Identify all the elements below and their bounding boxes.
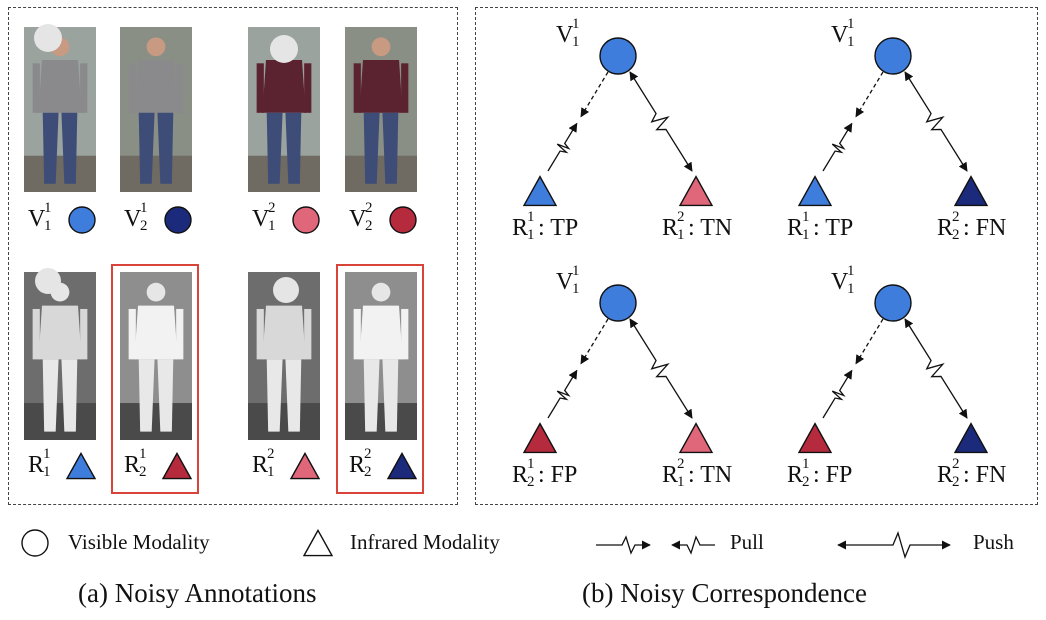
face-mask <box>35 268 61 294</box>
left-triangle-icon <box>522 175 558 207</box>
pull-arrow-a <box>547 369 578 419</box>
rgb-person-photo <box>345 27 417 192</box>
legend-push-label: Push <box>973 530 1014 554</box>
legend-pull-icon-a <box>596 535 651 555</box>
left-triangle-icon <box>797 422 833 454</box>
legend-triangle-icon <box>302 528 334 557</box>
pull-arrow-a <box>822 369 853 419</box>
pull-arrow-a <box>822 122 853 172</box>
anchor-circle-icon <box>874 284 912 322</box>
infrared-person-photo <box>345 272 417 440</box>
noisy-label-highlight <box>336 264 424 494</box>
anchor-circle-icon <box>599 284 637 322</box>
left-triangle-icon <box>522 422 558 454</box>
rgb-person-photo <box>120 27 192 192</box>
legend-pull-icon-b <box>671 535 715 555</box>
caption-a: (a) Noisy Annotations <box>78 578 317 608</box>
panel-noisy-correspondence <box>475 7 1038 505</box>
right-triangle-icon <box>953 175 989 207</box>
anchor-circle-icon <box>599 37 637 75</box>
push-arrow <box>904 71 968 172</box>
legend-circle-icon <box>21 529 49 557</box>
infrared-triangle-icon <box>65 451 97 480</box>
pull-arrow-b <box>580 71 609 118</box>
infrared-person-photo <box>24 272 96 440</box>
rgb-person-photo <box>24 27 96 192</box>
legend-pull-label: Pull <box>730 530 764 554</box>
push-arrow <box>629 318 693 419</box>
face-mask <box>270 35 298 63</box>
infrared-person-photo <box>248 272 320 440</box>
infrared-person-photo <box>120 272 192 440</box>
infrared-triangle-icon <box>289 451 321 480</box>
infrared-triangle-icon <box>161 451 193 480</box>
legend-infrared-label: Infrared Modality <box>350 530 500 554</box>
left-triangle-icon <box>797 175 833 207</box>
visible-circle-icon <box>68 206 96 234</box>
pull-arrow-b <box>855 318 884 365</box>
right-triangle-icon <box>953 422 989 454</box>
right-triangle-icon <box>678 422 714 454</box>
push-arrow <box>629 71 693 172</box>
infrared-triangle-icon <box>386 451 418 480</box>
legend-visible-label: Visible Modality <box>68 530 210 554</box>
panel-noisy-annotations <box>8 7 458 505</box>
pull-arrow-b <box>855 71 884 118</box>
noisy-label-highlight <box>111 264 199 494</box>
pull-arrow-b <box>580 318 609 365</box>
visible-circle-icon <box>164 206 192 234</box>
visible-circle-icon <box>389 206 417 234</box>
face-mask <box>273 277 299 303</box>
caption-b: (b) Noisy Correspondence <box>582 578 867 608</box>
face-mask <box>34 24 62 52</box>
push-arrow <box>904 318 968 419</box>
visible-circle-icon <box>292 206 320 234</box>
pull-arrow-a <box>547 122 578 172</box>
legend-push-icon <box>837 531 951 559</box>
anchor-circle-icon <box>874 37 912 75</box>
right-triangle-icon <box>678 175 714 207</box>
